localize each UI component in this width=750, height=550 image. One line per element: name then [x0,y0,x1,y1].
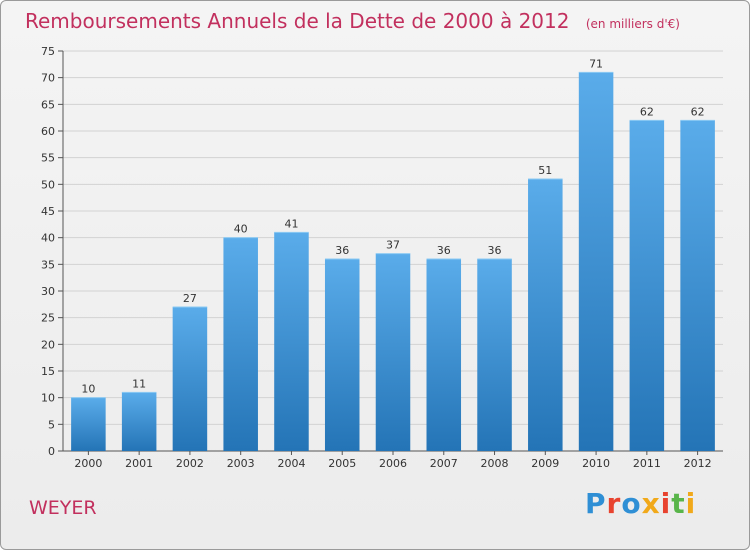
x-tick-label: 2007 [430,457,458,470]
bar-2003 [223,237,258,451]
chart-subtitle: (en milliers d'€) [585,17,680,31]
bar-2002 [172,307,208,451]
data-label: 11 [132,377,146,390]
data-label: 36 [488,244,502,257]
data-label: 37 [386,239,400,252]
bar-2012 [680,120,715,451]
chart-title-text: Remboursements Annuels de la Dette de 20… [25,9,570,33]
data-label: 10 [81,383,95,396]
y-tick-label: 70 [41,72,55,85]
data-label: 27 [183,292,197,305]
y-tick-label: 75 [41,45,55,58]
y-tick-label: 40 [41,232,55,245]
data-label: 51 [538,164,552,177]
bar-2007 [426,259,462,451]
y-tick-label: 10 [41,392,55,405]
commune-name: WEYER [29,497,97,519]
data-label: 40 [234,223,248,236]
bar-2010 [578,72,614,451]
y-tick-label: 0 [48,445,55,458]
y-tick-label: 25 [41,312,55,325]
x-tick-label: 2006 [379,457,407,470]
y-tick-label: 50 [41,178,55,191]
x-tick-label: 2004 [277,457,305,470]
data-label: 71 [589,57,603,70]
y-tick-label: 15 [41,365,55,378]
bar-2006 [375,253,411,451]
bar-2008 [477,259,512,451]
chart-title: Remboursements Annuels de la Dette de 20… [25,9,680,33]
x-tick-label: 2002 [176,457,204,470]
data-label: 62 [640,105,654,118]
x-tick-label: 2011 [633,457,661,470]
data-label: 36 [335,244,349,257]
bar-2000 [71,397,106,451]
y-tick-label: 45 [41,205,55,218]
bars [71,71,715,451]
bar-2005 [324,259,360,451]
x-tick-label: 2010 [582,457,610,470]
bar-2004 [274,232,309,451]
data-label: 62 [691,105,705,118]
bar-2011 [629,120,665,451]
x-tick-label: 2003 [227,457,255,470]
y-tick-label: 20 [41,338,55,351]
data-label: 36 [437,244,451,257]
y-tick-label: 55 [41,152,55,165]
bar-2001 [121,392,157,451]
x-tick-label: 2009 [531,457,559,470]
y-tick-label: 5 [48,418,55,431]
x-tick-label: 2012 [684,457,712,470]
bar-2009 [528,179,563,451]
y-tick-label: 30 [41,285,55,298]
x-tick-label: 2008 [481,457,509,470]
y-tick-label: 35 [41,258,55,271]
x-tick-label: 2001 [125,457,153,470]
proxiti-logo: Proxiti [585,487,697,520]
y-tick-label: 65 [41,98,55,111]
x-tick-label: 2005 [328,457,356,470]
labels: 0 5 10 15 20 25 30 35 40 45 50 55 60 65 70 75 10 2000 11 20… [41,45,712,470]
x-tick-label: 2000 [74,457,102,470]
y-tick-label: 60 [41,125,55,138]
data-label: 41 [284,217,298,230]
